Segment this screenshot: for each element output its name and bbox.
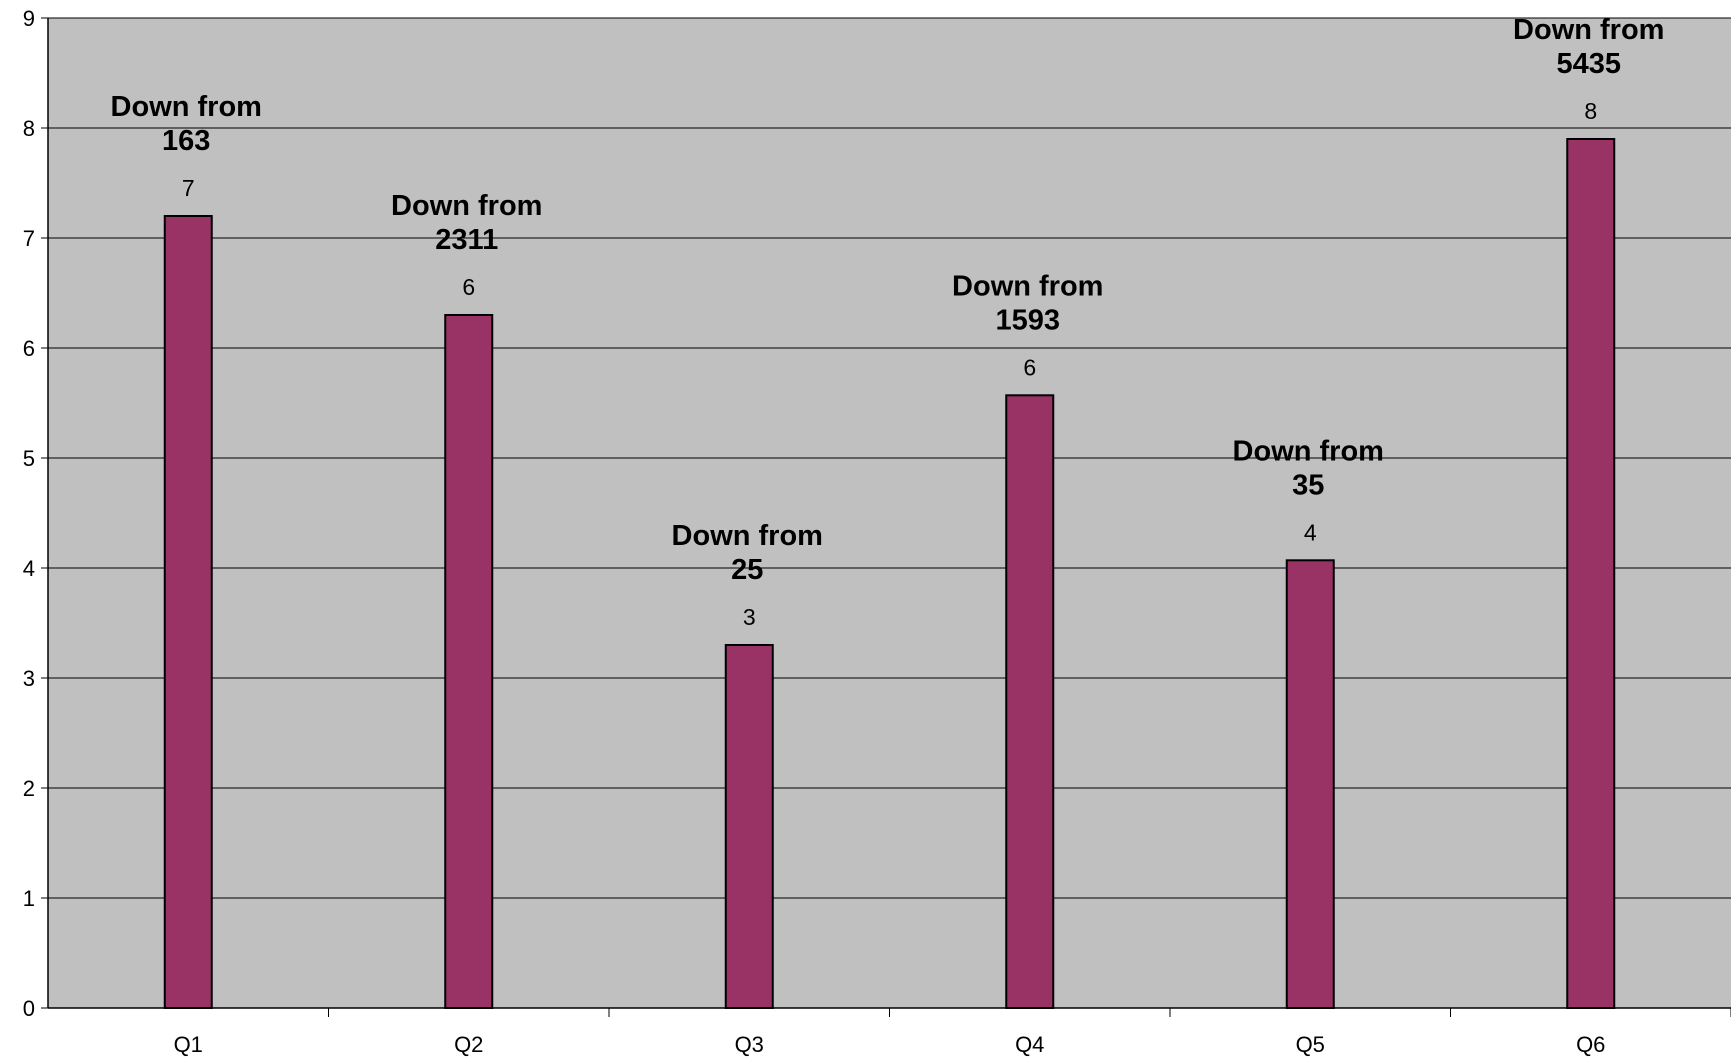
bar-q3: [724, 644, 774, 1009]
bar-q2: [444, 314, 494, 1009]
bar-q4: [1005, 394, 1055, 1009]
annotation-line2: 35: [1292, 469, 1324, 501]
data-label: 6: [1023, 354, 1036, 380]
y-tick-label: 7: [23, 226, 35, 251]
bar-q5: [1285, 559, 1335, 1009]
y-tick-label: 0: [23, 996, 35, 1021]
data-label: 8: [1584, 98, 1597, 124]
y-tick-label: 5: [23, 446, 35, 471]
y-tick-label: 4: [23, 556, 35, 581]
x-tick-label: Q5: [1296, 1032, 1325, 1057]
annotation-line2: 163: [162, 125, 210, 157]
annotation-line1: Down from: [111, 91, 262, 123]
y-tick-label: 2: [23, 776, 35, 801]
x-tick-label: Q2: [454, 1032, 483, 1057]
x-tick-label: Q4: [1015, 1032, 1044, 1057]
y-tick-label: 1: [23, 886, 35, 911]
plot-area: [48, 18, 1731, 1008]
data-label: 6: [462, 274, 475, 300]
annotation-line1: Down from: [1233, 435, 1384, 467]
annotation-line1: Down from: [672, 520, 823, 552]
annotation-line2: 25: [731, 554, 763, 586]
bar-q6: [1566, 138, 1616, 1009]
y-axis-ticks: 0 1 2 3 4 5 6 7 8 9: [23, 6, 48, 1021]
x-axis-ticks: Q1 Q2 Q3 Q4 Q5 Q6: [174, 1008, 1731, 1057]
data-label: 7: [182, 175, 195, 201]
annotation-line2: 1593: [995, 304, 1060, 336]
y-tick-label: 9: [23, 6, 35, 31]
data-label: 4: [1304, 519, 1317, 545]
annotation-line2: 5435: [1556, 48, 1621, 80]
grid-lines: [48, 17, 1731, 899]
y-tick-label: 3: [23, 666, 35, 691]
x-tick-label: Q3: [735, 1032, 764, 1057]
y-tick-label: 8: [23, 116, 35, 141]
annotation-line1: Down from: [952, 270, 1103, 302]
annotation-line2: 2311: [435, 224, 498, 256]
x-tick-label: Q6: [1576, 1032, 1605, 1057]
annotation-line1: Down from: [391, 190, 542, 222]
x-tick-label: Q1: [174, 1032, 203, 1057]
bar-q1: [163, 215, 213, 1009]
data-label: 3: [743, 604, 756, 630]
y-tick-label: 6: [23, 336, 35, 361]
annotation-line1: Down from: [1513, 14, 1664, 46]
